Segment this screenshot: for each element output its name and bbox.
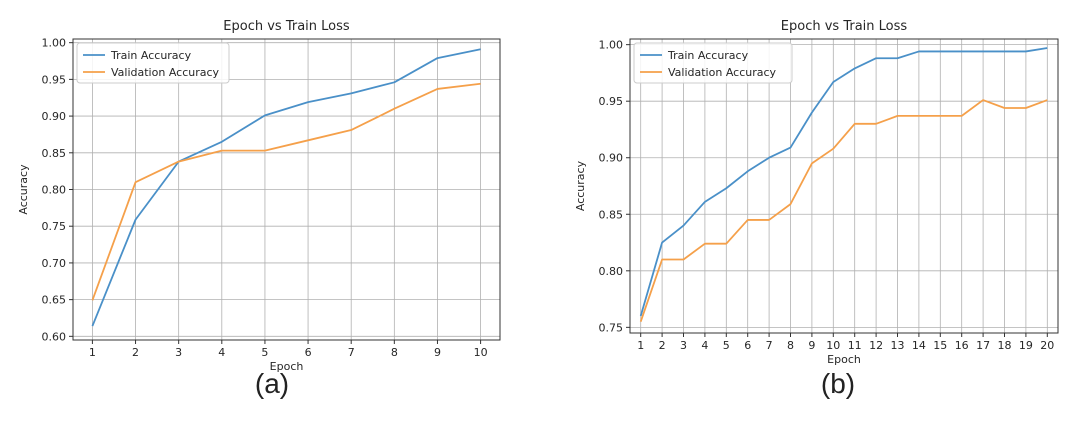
y-tick-label: 0.95 bbox=[42, 73, 67, 86]
y-axis-label: Accuracy bbox=[574, 160, 587, 211]
legend-label: Validation Accuracy bbox=[111, 66, 220, 79]
x-tick-label: 6 bbox=[744, 339, 751, 352]
legend-label: Train Accuracy bbox=[110, 49, 192, 62]
legend-label: Train Accuracy bbox=[667, 49, 749, 62]
x-tick-label: 19 bbox=[1019, 339, 1033, 352]
y-tick-label: 0.60 bbox=[42, 330, 67, 343]
x-tick-label: 8 bbox=[787, 339, 794, 352]
x-tick-label: 9 bbox=[808, 339, 815, 352]
chart-a: 1 2 3 4 5 6 7 8 9 10 0.60 0.65 0.70 0.75 0.80 0.85 0.90 0… bbox=[17, 19, 501, 373]
x-tick-label: 5 bbox=[261, 346, 268, 359]
y-tick-label: 1.00 bbox=[599, 39, 624, 52]
x-tick-label: 6 bbox=[305, 346, 312, 359]
y-tick-label: 0.90 bbox=[599, 152, 624, 165]
x-tick-label: 17 bbox=[976, 339, 990, 352]
y-tick-label: 0.90 bbox=[42, 110, 67, 123]
x-tick-label: 4 bbox=[701, 339, 708, 352]
x-tick-label: 10 bbox=[474, 346, 488, 359]
x-axis-label: Epoch bbox=[827, 353, 861, 366]
legend-box bbox=[633, 42, 793, 84]
y-tick-label: 0.75 bbox=[42, 220, 67, 233]
series-line-train bbox=[639, 47, 1048, 317]
y-axis-label: Accuracy bbox=[17, 164, 30, 215]
y-tick-label: 0.85 bbox=[42, 147, 67, 160]
x-tick-label: 4 bbox=[218, 346, 225, 359]
x-tick-label: 15 bbox=[933, 339, 947, 352]
y-tick-label: 1.00 bbox=[42, 37, 67, 50]
x-tick-label: 1 bbox=[637, 339, 644, 352]
x-tick-label: 20 bbox=[1040, 339, 1054, 352]
chart-b: 1 2 3 4 5 6 7 8 9 10 11 12 13 14 15 16 17 18 19 200.750.800… bbox=[574, 19, 1059, 366]
y-tick-label: 0.85 bbox=[599, 208, 624, 221]
x-tick-label: 3 bbox=[680, 339, 687, 352]
legend: Train Accuracy Validation Accuracy bbox=[76, 42, 230, 84]
x-tick-label: 14 bbox=[912, 339, 926, 352]
x-tick-label: 12 bbox=[869, 339, 883, 352]
x-tick-label: 7 bbox=[766, 339, 773, 352]
series-line-train bbox=[91, 48, 481, 327]
legend: Train Accuracy Validation Accuracy bbox=[633, 42, 793, 84]
x-tick-label: 1 bbox=[89, 346, 96, 359]
x-axis-label: Epoch bbox=[270, 360, 304, 373]
x-tick-label: 7 bbox=[348, 346, 355, 359]
y-tick-label: 0.65 bbox=[42, 294, 67, 307]
y-tick-label: 0.75 bbox=[599, 321, 624, 334]
y-tick-label: 0.70 bbox=[42, 257, 67, 270]
series-line-validation bbox=[91, 82, 481, 301]
x-tick-label: 10 bbox=[826, 339, 840, 352]
x-tick-label: 13 bbox=[891, 339, 905, 352]
caption-a: (a) bbox=[254, 368, 290, 399]
x-tick-label: 3 bbox=[175, 346, 182, 359]
x-tick-label: 16 bbox=[955, 339, 969, 352]
x-tick-label: 2 bbox=[659, 339, 666, 352]
x-tick-label: 18 bbox=[998, 339, 1012, 352]
y-tick-label: 0.80 bbox=[42, 184, 67, 197]
series-line-validation bbox=[639, 99, 1048, 322]
x-tick-label: 9 bbox=[434, 346, 441, 359]
chart-title: Epoch vs Train Loss bbox=[223, 19, 350, 34]
plot-frame bbox=[629, 38, 1059, 334]
chart-title: Epoch vs Train Loss bbox=[781, 19, 908, 34]
y-tick-label: 0.95 bbox=[599, 95, 624, 108]
y-tick-label: 0.80 bbox=[599, 265, 624, 278]
x-tick-label: 8 bbox=[391, 346, 398, 359]
legend-box bbox=[76, 42, 230, 84]
caption-b: (b) bbox=[820, 368, 856, 399]
x-tick-label: 11 bbox=[848, 339, 862, 352]
x-tick-label: 5 bbox=[723, 339, 730, 352]
legend-label: Validation Accuracy bbox=[668, 66, 777, 79]
x-tick-label: 2 bbox=[132, 346, 139, 359]
